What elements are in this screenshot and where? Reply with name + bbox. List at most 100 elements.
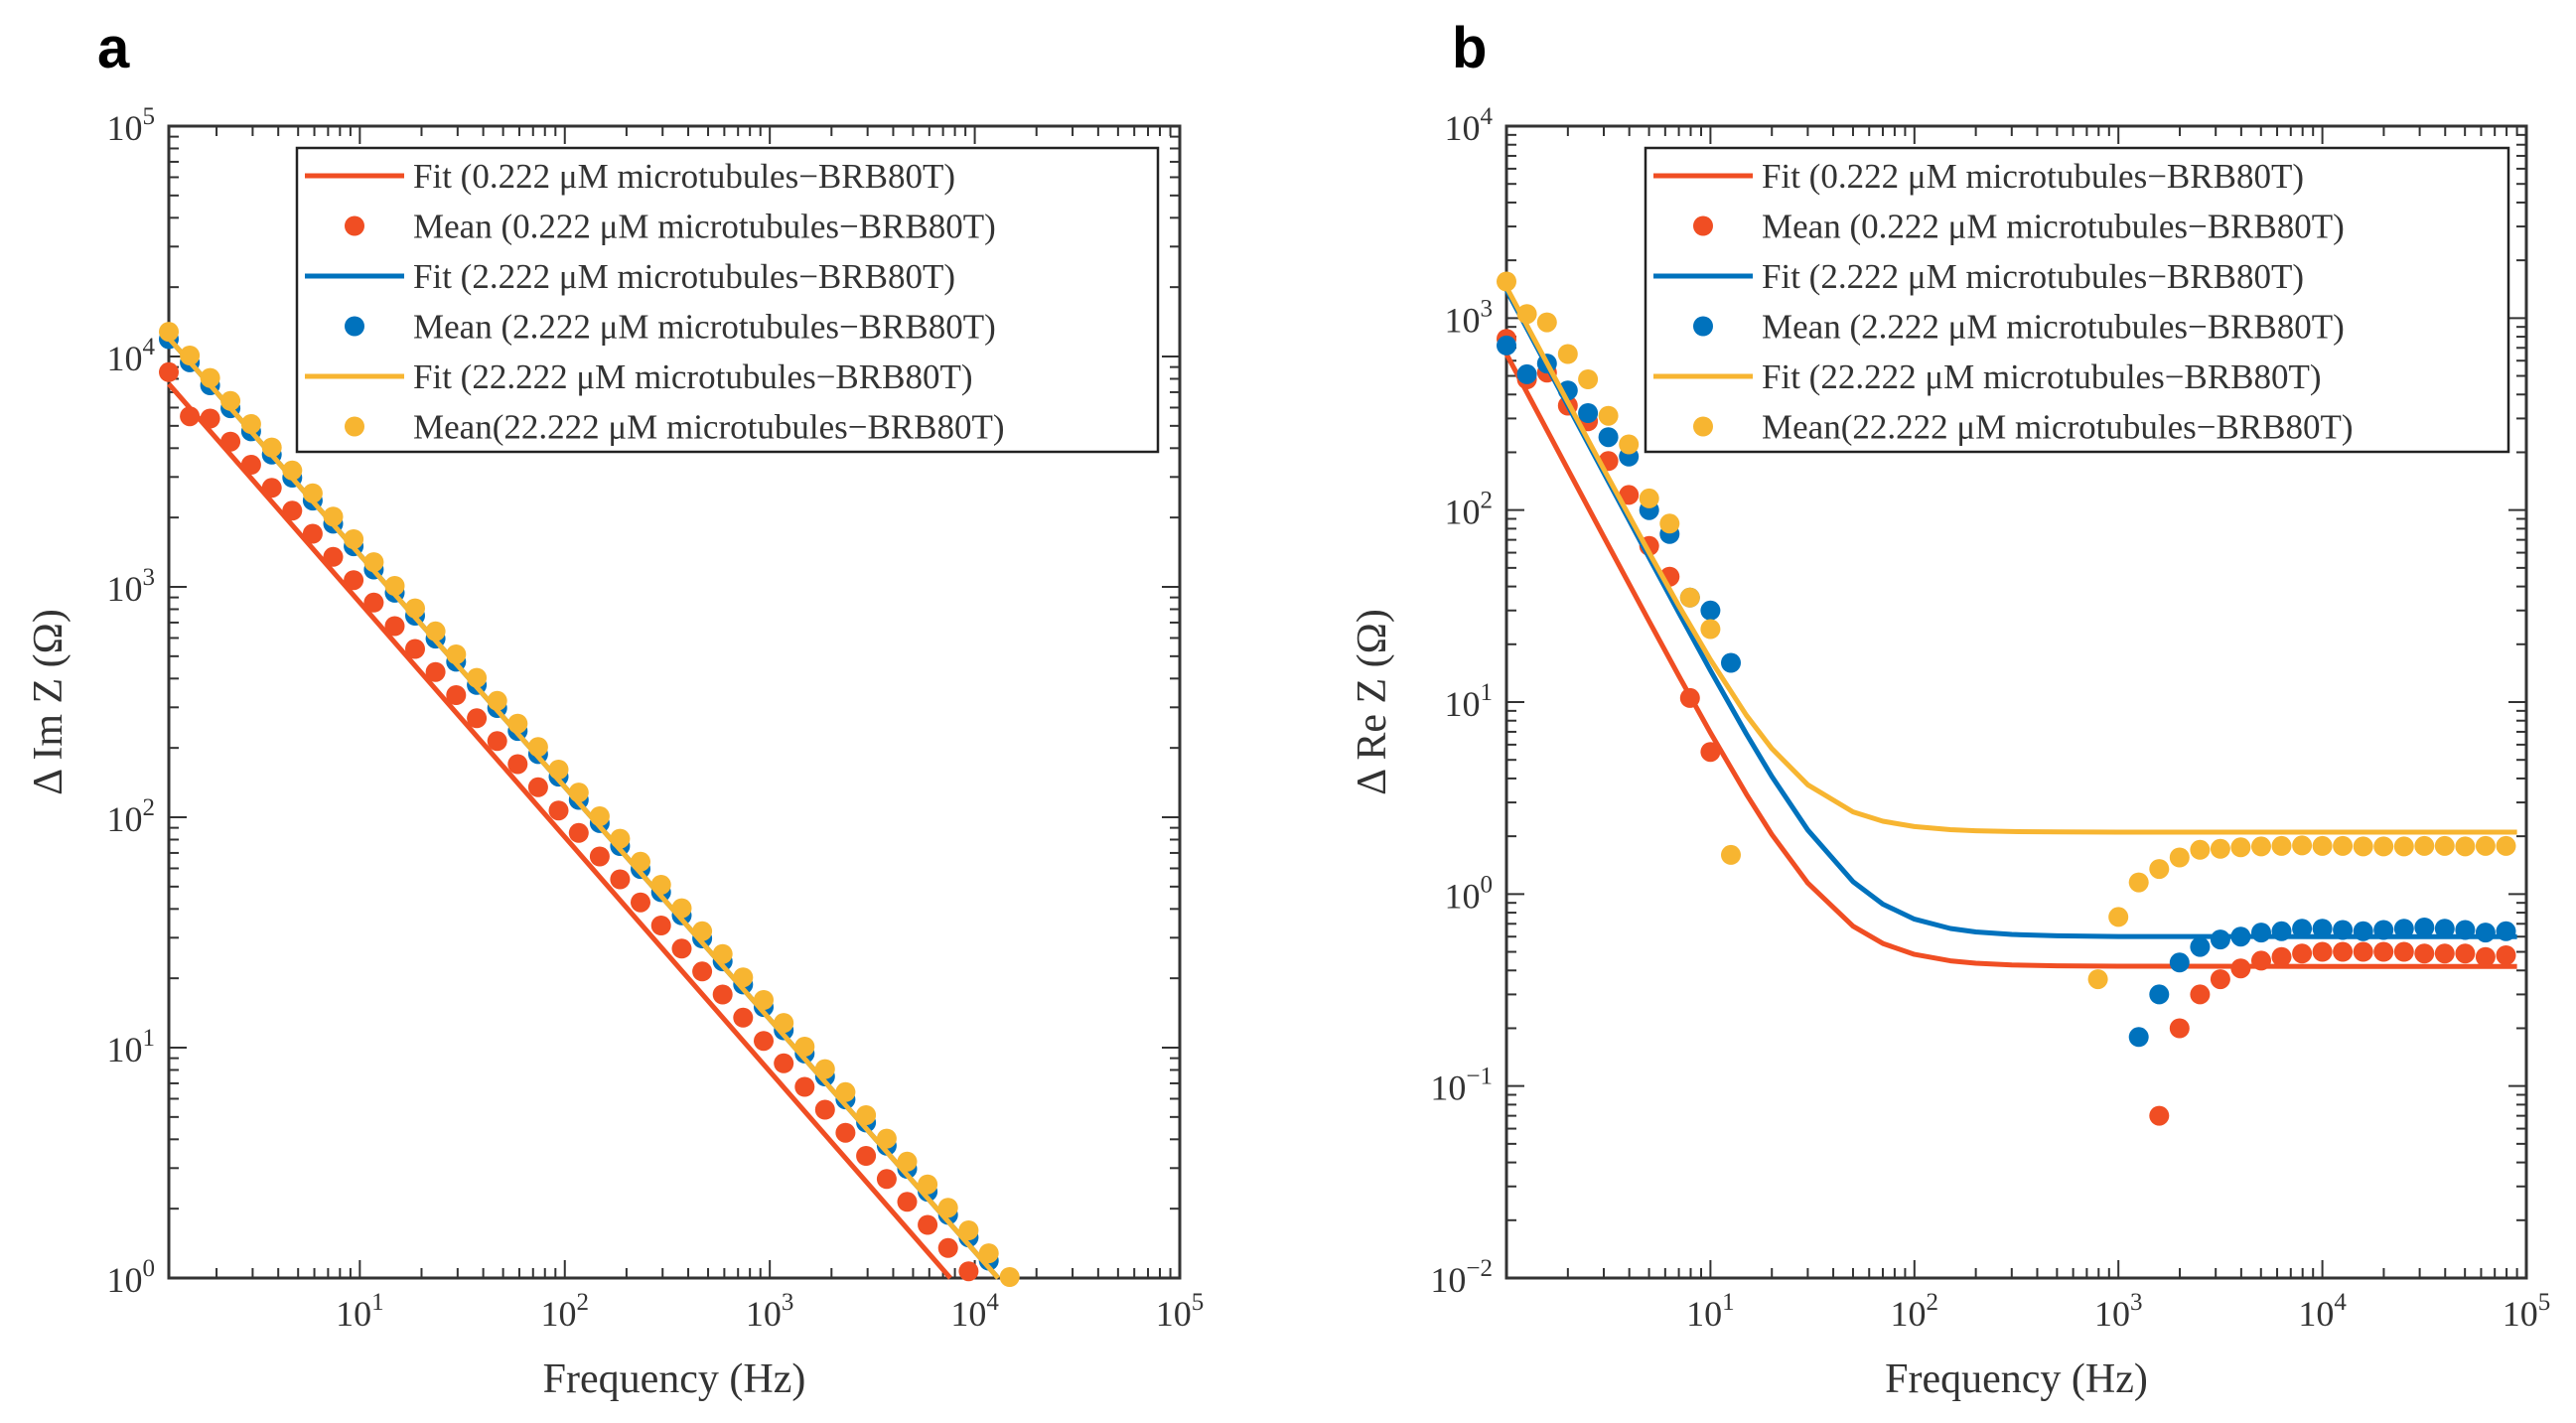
legend-label: Mean (2.222 μM microtubules−BRB80T) [1762,308,2345,347]
mean-point-blue [2414,918,2435,937]
mean-point-blue [1516,363,1537,384]
mean-point-red [2455,943,2476,964]
mean-point-blue [2251,923,2271,943]
mean-point-blue [2210,929,2230,950]
x-axis-label: Frequency (Hz) [1885,1356,2148,1402]
mean-point-yellow [220,390,241,411]
x-tick-label: 102 [541,1289,590,1334]
mean-point-yellow [856,1105,877,1125]
mean-point-yellow [610,828,631,849]
mean-point-yellow [2393,836,2414,857]
legend-label: Mean (0.222 μM microtubules−BRB80T) [413,208,996,246]
mean-point-red [2169,1018,2190,1039]
mean-point-red [1679,687,1700,708]
mean-point-yellow [589,806,610,826]
tick-exponent: 4 [1481,103,1494,130]
mean-point-yellow [2496,835,2516,856]
mean-point-red [794,1076,815,1097]
mean-point-yellow [2414,835,2435,856]
mean-point-yellow [754,990,774,1010]
mean-point-blue [2271,921,2292,941]
mean-point-red [610,869,631,890]
mean-point-red [384,616,405,637]
tick-exponent: 1 [1722,1289,1735,1316]
mean-point-yellow [1557,344,1578,364]
mean-point-yellow [487,690,507,711]
panel-b-chart: 101 102 103 104 10510−210−1100101102103104Fr… [1350,103,2550,1402]
panel-letter-a: a [97,16,130,80]
mean-point-blue [1721,652,1741,673]
mean-point-red [200,408,220,429]
mean-point-yellow [2108,907,2129,927]
mean-point-red [527,777,548,797]
tick-exponent: −2 [1466,1255,1493,1282]
mean-point-red [2393,941,2414,962]
y-tick-label: 10−2 [1430,1255,1493,1300]
tick-exponent: 4 [143,334,156,360]
mean-point-yellow [2087,969,2108,990]
mean-point-red [405,639,425,659]
mean-point-yellow [240,414,261,434]
fit-line-yellow [1503,285,2517,835]
mean-point-blue [2190,936,2211,957]
mean-point-blue [1578,403,1599,423]
tick-exponent: 5 [1192,1289,1205,1316]
y-tick-label: 103 [1445,295,1494,340]
tick-exponent: 5 [143,103,156,130]
mean-point-yellow [344,529,364,549]
mean-point-yellow [876,1128,897,1149]
mean-point-yellow [1497,271,1516,292]
mean-point-yellow [2271,835,2292,856]
tick-exponent: −1 [1466,1064,1493,1090]
mean-point-yellow [2434,835,2455,856]
mean-point-blue [1700,600,1721,621]
legend-label: Mean(22.222 μM microtubules−BRB80T) [1762,408,2354,447]
legend-label: Mean (2.222 μM microtubules−BRB80T) [413,308,996,347]
mean-point-yellow [323,506,344,527]
mean-point-red [2251,950,2271,971]
mean-point-yellow [548,760,569,780]
mean-point-red [344,570,364,591]
mean-point-red [507,754,528,775]
tick-exponent: 3 [1481,295,1494,322]
mean-point-blue [2353,921,2373,941]
mean-point-red [548,800,569,821]
mean-point-yellow [897,1151,918,1172]
mean-point-yellow [958,1220,979,1240]
mean-point-yellow [2373,836,2394,857]
panel-letter-b: b [1452,16,1487,80]
mean-point-red [733,1007,754,1028]
mean-point-blue [2475,923,2496,943]
mean-point-red [2230,958,2251,979]
mean-point-red [814,1099,835,1120]
mean-point-red [467,708,488,729]
mean-point-yellow [180,346,201,365]
mean-point-yellow [2149,859,2170,880]
mean-point-yellow [159,322,179,343]
mean-point-yellow [1639,488,1659,508]
mean-point-blue [2434,919,2455,939]
mean-point-yellow [2333,835,2354,856]
mean-point-yellow [1679,587,1700,608]
mean-point-yellow [200,367,220,388]
mean-point-yellow [1536,312,1557,333]
y-axis-label: Δ Im Z (Ω) [26,609,72,795]
mean-point-red [425,661,446,682]
mean-point-yellow [405,598,425,619]
tick-exponent: 3 [143,564,156,591]
tick-exponent: 1 [371,1289,384,1316]
y-tick-label: 104 [1445,103,1494,148]
tick-exponent: 4 [986,1289,999,1316]
tick-exponent: 2 [577,1289,590,1316]
mean-point-yellow [978,1243,999,1264]
mean-point-yellow [712,943,733,964]
x-tick-label: 105 [2503,1289,2551,1334]
tick-exponent: 0 [1481,871,1494,898]
mean-point-red [2373,941,2394,962]
mean-point-red [2496,945,2516,965]
mean-point-yellow [568,783,589,803]
y-tick-label: 102 [107,794,156,839]
y-tick-label: 10−1 [1430,1064,1493,1108]
mean-point-yellow [2312,835,2333,856]
tick-exponent: 2 [1927,1289,1939,1316]
